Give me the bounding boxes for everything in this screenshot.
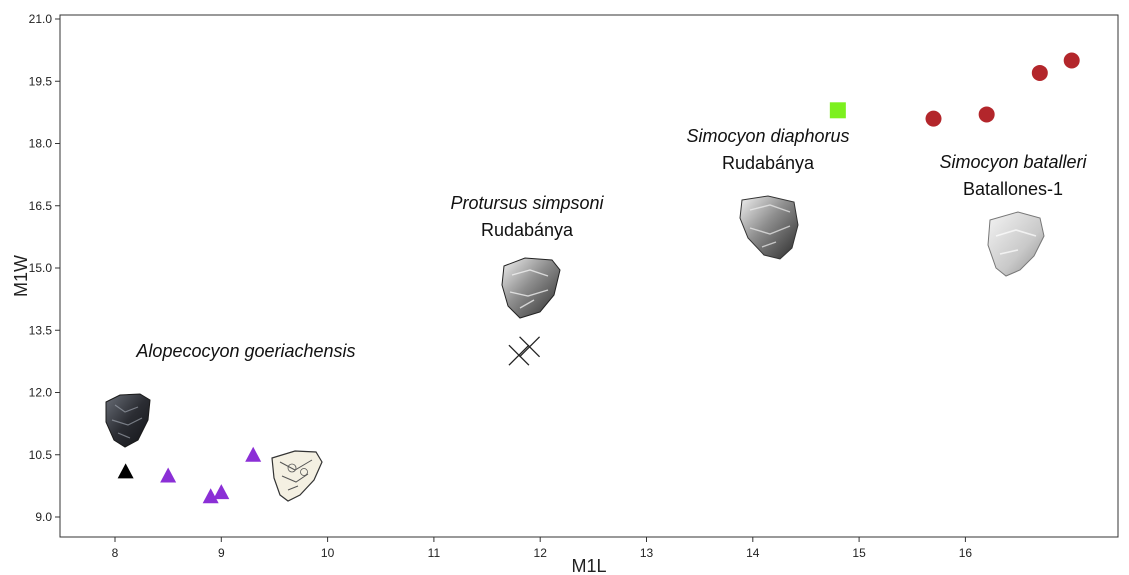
y-tick-label: 16.5	[29, 199, 53, 213]
annotation-simocyon-batalleri-locality: Batallones-1	[963, 179, 1063, 199]
y-tick-label: 10.5	[29, 448, 53, 462]
y-tick-label: 21.0	[29, 12, 53, 26]
square-point	[829, 102, 846, 119]
circle-point	[1031, 64, 1048, 81]
annotation-simocyon-diaphorus-locality: Rudabánya	[722, 153, 815, 173]
x-axis-label: M1L	[571, 556, 606, 575]
annotation-protursus-species: Protursus simpsoni	[450, 193, 604, 213]
y-tick-label: 9.0	[35, 510, 52, 524]
x-tick-label: 11	[428, 546, 441, 560]
triangle-point	[245, 446, 262, 462]
triangle-point	[213, 484, 230, 500]
triangle-point	[117, 463, 134, 479]
annotation-protursus-locality: Rudabánya	[481, 220, 574, 240]
circle-point	[1063, 52, 1080, 69]
annotation-simocyon-batalleri-species: Simocyon batalleri	[939, 152, 1087, 172]
x-tick-label: 8	[112, 546, 119, 560]
x-tick-label: 15	[852, 546, 866, 560]
x-tick-label: 16	[959, 546, 973, 560]
y-tick-label: 18.0	[29, 137, 53, 151]
y-tick-label: 13.5	[29, 323, 53, 337]
tooth-image-protursus	[501, 257, 561, 319]
y-tick-label: 15.0	[29, 261, 53, 275]
x-tick-label: 13	[640, 546, 654, 560]
tooth-image-alopecocyon-dark	[105, 393, 151, 448]
circle-point	[978, 106, 995, 123]
plot-area-frame	[59, 14, 1119, 538]
y-axis-label: M1W	[11, 255, 31, 297]
annotation-simocyon-diaphorus-species: Simocyon diaphorus	[686, 126, 849, 146]
x-point	[508, 344, 530, 366]
tooth-image-simocyon-diaphorus	[739, 195, 799, 260]
x-point	[519, 336, 541, 358]
triangle-point	[160, 467, 177, 483]
axes-group: 8 9 10 11 12 13 14 15 16 9.0 10.5 12.0 13.5 15.0 16.5 1…	[29, 12, 973, 560]
x-tick-label: 14	[746, 546, 760, 560]
circle-point	[925, 110, 942, 127]
x-point-stroke	[508, 344, 530, 366]
data-marks	[117, 52, 1080, 504]
y-tick-label: 19.5	[29, 74, 53, 88]
y-tick-label: 12.0	[29, 386, 53, 400]
x-tick-label: 9	[218, 546, 225, 560]
x-tick-label: 12	[534, 546, 548, 560]
x-tick-label: 10	[321, 546, 335, 560]
annotation-alopecocyon-species: Alopecocyon goeriachensis	[135, 341, 355, 361]
tooth-image-simocyon-batalleri	[987, 211, 1045, 277]
tooth-image-alopecocyon-sketch	[271, 450, 323, 502]
triangle-point	[202, 488, 219, 504]
x-point-stroke	[519, 336, 541, 358]
